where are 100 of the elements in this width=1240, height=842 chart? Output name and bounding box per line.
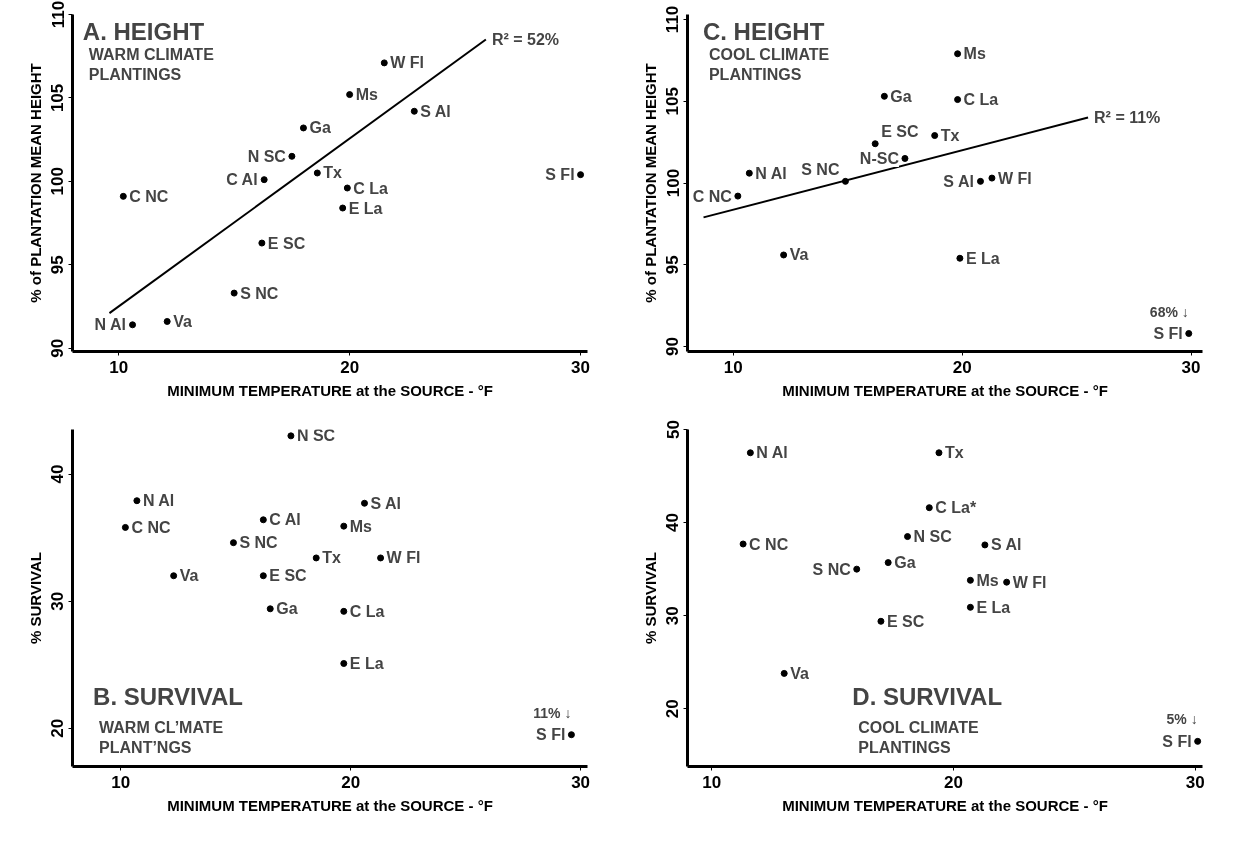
annotation: C Al: [269, 511, 301, 529]
chart-title: C. HEIGHT: [702, 17, 825, 45]
annotation: Va: [790, 664, 809, 682]
y-tick-label: 90: [663, 337, 683, 357]
x-tick-label: 20: [340, 357, 360, 377]
y-tick-label: 20: [663, 699, 683, 719]
annotation: S Al: [990, 536, 1022, 554]
annotation: E SC: [269, 567, 308, 585]
annotation: C La: [349, 602, 385, 620]
annotation: S NC: [801, 160, 840, 178]
annotation: Ms: [963, 45, 986, 63]
x-tick-label: 30: [571, 772, 591, 792]
annotation: C NC: [129, 187, 169, 205]
y-axis-title: % of PLANTATION MEAN HEIGHT: [26, 63, 44, 303]
annotation: S NC: [240, 284, 279, 302]
x-tick-label: 10: [723, 357, 743, 377]
annotation: N SC: [913, 528, 953, 546]
annotation: Tx: [944, 444, 964, 462]
x-tick-label: 10: [109, 357, 129, 377]
y-axis-title: % SURVIVAL: [641, 552, 659, 644]
x-tick-label: 20: [952, 357, 972, 377]
y-tick-label: 100: [48, 167, 68, 196]
annotation: E SC: [267, 234, 306, 252]
annotation: N Al: [755, 164, 787, 182]
y-tick-label: 95: [48, 255, 68, 275]
annotation: E La: [965, 249, 1000, 267]
annotation: Va: [179, 567, 199, 585]
x-tick-label: 30: [1185, 772, 1205, 792]
x-tick-label: 30: [571, 357, 591, 377]
x-tick-label: 10: [111, 772, 131, 792]
x-axis-title: MINIMUM TEMPERATURE at the SOURCE - °F: [782, 796, 1108, 814]
annotation: Ms: [349, 517, 373, 535]
y-tick-label: 20: [48, 718, 68, 738]
y-tick-label: 105: [663, 87, 683, 116]
annotation: S Fl: [1153, 325, 1183, 342]
annotation: W Fl: [1012, 573, 1047, 591]
annotation: N SC: [247, 147, 287, 165]
annotation: N SC: [296, 427, 336, 445]
annotation: N Al: [756, 444, 788, 462]
annotation: N-SC: [859, 149, 900, 167]
annotation: Ms: [976, 571, 999, 589]
text: WARM CL’MATE PLANT’NGS: [99, 718, 224, 757]
annotation: Tx: [322, 549, 341, 567]
annotation: C Al: [226, 171, 258, 189]
annotation: W Fl: [997, 169, 1032, 187]
annotation: E La: [348, 199, 383, 217]
y-tick-label: 110: [663, 5, 683, 34]
annotation: Ms: [355, 86, 378, 104]
y-tick-label: 95: [663, 255, 683, 275]
annotation: Ga: [894, 554, 916, 572]
text: COOL CLIMATE PLANTINGS: [858, 718, 979, 757]
x-axis-title: MINIMUM TEMPERATURE at the SOURCE - °F: [782, 381, 1108, 399]
annotation: 11% ↓: [533, 704, 572, 721]
annotation: Ga: [276, 600, 298, 618]
y-tick-label: 30: [663, 606, 683, 626]
x-tick-label: 20: [944, 772, 963, 792]
annotation: C La: [353, 179, 389, 197]
x-tick-label: 20: [341, 772, 361, 792]
text: D. SURVIVAL: [852, 683, 1003, 711]
annotation: C NC: [131, 518, 171, 536]
annotation: 68% ↓: [1149, 303, 1189, 320]
y-tick-label: 30: [48, 591, 68, 611]
annotation: S Al: [420, 102, 451, 120]
annotation: S Al: [943, 172, 974, 190]
x-axis-title: MINIMUM TEMPERATURE at the SOURCE - °F: [167, 381, 493, 399]
annotation: W Fl: [386, 549, 421, 567]
y-tick-label: 40: [663, 513, 683, 533]
annotation: R² = 11%: [1094, 109, 1161, 127]
annotation: S Al: [370, 494, 402, 512]
text: WARM CLIMATE PLANTINGS: [88, 45, 215, 84]
annotation: Ga: [890, 87, 912, 105]
y-tick-label: 105: [48, 83, 68, 113]
annotation: E SC: [881, 123, 919, 141]
text: COOL CLIMATE PLANTINGS: [708, 45, 830, 84]
annotation: N Al: [94, 316, 126, 334]
y-tick-label: 90: [48, 338, 68, 358]
annotation: Tx: [323, 164, 343, 182]
annotation: 5% ↓: [1166, 711, 1198, 728]
annotation: S NC: [812, 560, 852, 578]
annotation: C NC: [749, 535, 789, 553]
y-tick-label: 100: [663, 168, 683, 198]
x-tick-label: 10: [702, 772, 722, 792]
annotation: Va: [789, 246, 809, 264]
y-axis-title: % SURVIVAL: [26, 552, 44, 644]
annotation: Ga: [309, 119, 331, 137]
annotation: Va: [173, 312, 192, 330]
text: B. SURVIVAL: [93, 683, 243, 711]
y-tick-label: 40: [48, 464, 68, 484]
x-tick-label: 30: [1181, 357, 1201, 377]
annotation: W Fl: [390, 54, 425, 72]
x-axis-title: MINIMUM TEMPERATURE at the SOURCE - °F: [167, 796, 493, 814]
annotation: C La: [963, 91, 999, 109]
annotation: E SC: [886, 612, 925, 630]
y-tick-label: 50: [663, 420, 683, 439]
chart-title: A. HEIGHT: [82, 17, 205, 45]
annotation: S Fl: [1162, 732, 1192, 750]
annotation: C NC: [692, 187, 733, 205]
y-tick-label: 110: [48, 0, 68, 29]
annotation: S Fl: [545, 166, 575, 184]
annotation: Tx: [940, 127, 960, 145]
